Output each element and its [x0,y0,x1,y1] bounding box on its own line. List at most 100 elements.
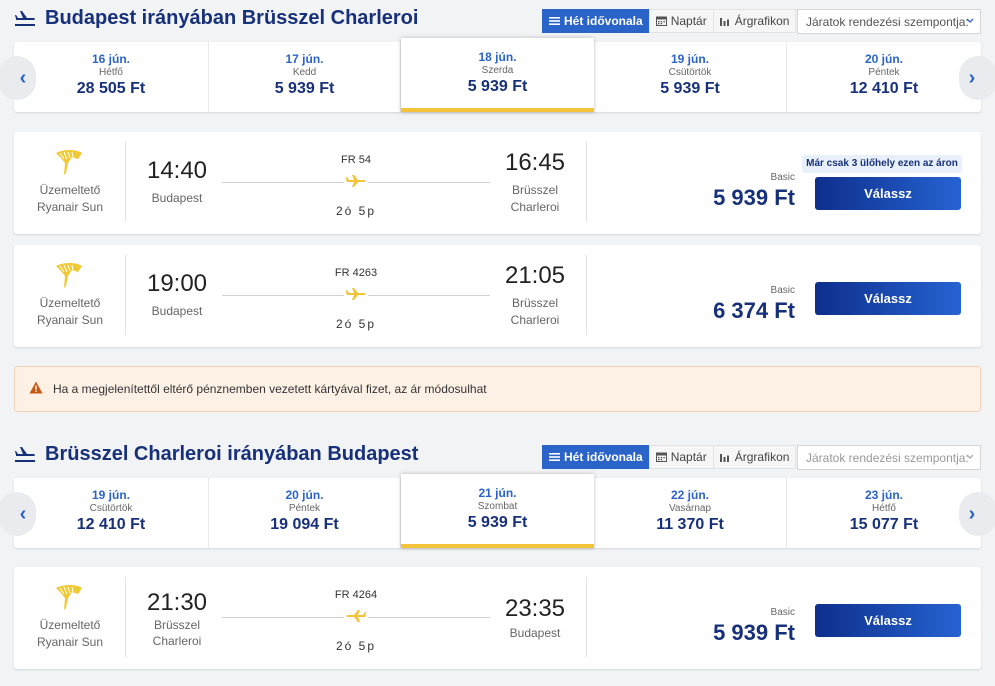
departure-time: 14:40 [146,157,208,184]
flight-price: 6 374 Ft [713,298,795,323]
weekday: Kedd [292,67,317,78]
currency-notice: Ha a megjelenítettől eltérő pénznemben v… [14,366,981,412]
view-tabs: Hét idővonala Naptár Árgrafikon [542,9,797,33]
operator-info: Üzemeltető Ryanair Sun [14,617,126,651]
tab-price-chart[interactable]: Árgrafikon [712,445,797,469]
date-cell-selected[interactable]: 21 jún. Szombat 5 939 Ft [401,474,594,548]
duration: 2ó 5p [335,204,377,218]
weekday: Csütörtök [668,67,712,78]
arrival-city: Brüsszel Charleroi [498,182,572,216]
flight-number: FR 54 [341,154,371,166]
date: 17 jún. [285,52,324,66]
return-header: Brüsszel Charleroi irányában Budapest Hé… [0,436,995,476]
date-cell[interactable]: 19 jún. Csütörtök 12 410 Ft [14,478,209,548]
arrow-left-icon[interactable]: ‹ [0,56,36,100]
divider [586,577,587,657]
ryanair-harp-logo [56,150,82,175]
operator-label: Üzemeltető [39,296,101,310]
date-cell[interactable]: 22 jún. Vasárnap 11 370 Ft [594,478,787,548]
departure-city: Budapest [151,191,203,205]
divider [586,142,587,222]
date-cell[interactable]: 20 jún. Péntek 12 410 Ft [787,42,981,112]
select-button[interactable]: Válassz [815,282,961,315]
price: 5 939 Ft [467,514,528,531]
arrow-right-icon[interactable]: › [959,492,995,536]
list-icon [549,453,560,461]
tab-week-timeline[interactable]: Hét idővonala [542,9,650,33]
plane-icon [344,609,368,625]
tab-label: Árgrafikon [734,14,790,28]
duration: 2ó 5p [335,639,377,653]
view-tabs: Hét idővonala Naptár Árgrafikon [542,445,797,469]
date-cell[interactable]: 23 jún. Hétfő 15 077 Ft [787,478,981,548]
date: 20 jún. [864,52,903,66]
date-cell[interactable]: 16 jún. Hétfő 28 505 Ft [14,42,209,112]
select-button[interactable]: Válassz [815,177,961,210]
flight-card: Üzemeltető Ryanair Sun 21:30 Brüsszel Ch… [14,567,981,669]
operator-label: Üzemeltető [39,618,101,632]
divider [125,577,126,657]
weekday: Hétfő [99,67,123,78]
bar-chart-icon [719,454,729,462]
date: 22 jún. [670,488,709,502]
tab-label: Naptár [670,450,707,464]
operator-name: Ryanair Sun [36,313,104,327]
tab-label: Naptár [670,14,707,28]
arrival-city-line: Brüsszel [511,183,558,197]
sort-placeholder: Járatok rendezési szempontja: [806,15,969,29]
chevron-down-icon [966,454,974,459]
flight-card: Üzemeltető Ryanair Sun 19:00 Budapest FR… [14,245,981,347]
price: 5 939 Ft [660,80,720,97]
sort-select[interactable]: Járatok rendezési szempontja: [797,445,981,470]
date-cell[interactable]: 20 jún. Péntek 19 094 Ft [209,478,401,548]
tab-price-chart[interactable]: Árgrafikon [712,9,797,33]
departure-city: Budapest [151,304,203,318]
tab-calendar[interactable]: Naptár [648,9,714,33]
price: 12 410 Ft [849,80,919,97]
sort-select[interactable]: Járatok rendezési szempontja: [797,9,981,34]
divider [125,255,126,335]
departure-city: Brüsszel Charleroi [141,617,213,649]
date: 16 jún. [91,52,130,66]
departure-time: 21:30 [146,589,208,616]
operator-info: Üzemeltető Ryanair Sun [14,182,126,216]
price: 12 410 Ft [76,516,146,533]
price: 15 077 Ft [849,516,919,533]
warning-icon [29,381,43,394]
notice-text: Ha a megjelenítettől eltérő pénznemben v… [53,382,487,396]
calendar-icon [655,452,667,462]
sort-placeholder: Járatok rendezési szempontja: [806,451,969,465]
flight-card: Üzemeltető Ryanair Sun 14:40 Budapest FR… [14,132,981,234]
arrow-right-icon[interactable]: › [959,56,995,100]
operator-name: Ryanair Sun [36,635,104,649]
price: 5 939 Ft [467,78,528,95]
date-cell[interactable]: 19 jún. Csütörtök 5 939 Ft [594,42,787,112]
date-cell[interactable]: 17 jún. Kedd 5 939 Ft [209,42,401,112]
flight-number: FR 4264 [334,589,378,601]
date: 23 jún. [864,488,903,502]
plane-icon [344,174,368,190]
date: 20 jún. [285,488,324,502]
bar-chart-icon [719,18,729,26]
fare-type: Basic [770,607,795,618]
list-icon [549,17,560,25]
weekday: Vasárnap [668,503,712,514]
select-button[interactable]: Válassz [815,604,961,637]
arrival-time: 23:35 [504,595,566,622]
divider [586,255,587,335]
tab-week-timeline[interactable]: Hét idővonala [542,445,650,469]
price: 28 505 Ft [76,80,146,97]
flight-price: 5 939 Ft [713,620,795,645]
tab-calendar[interactable]: Naptár [648,445,714,469]
date: 21 jún. [478,486,517,500]
weekday: Péntek [868,67,900,78]
fare-type: Basic [770,285,795,296]
arrival-city-line: Charleroi [510,313,560,327]
arrow-left-icon[interactable]: ‹ [0,492,36,536]
weekday: Csütörtök [89,503,133,514]
date-cell-selected[interactable]: 18 jún. Szerda 5 939 Ft [401,38,594,112]
divider [125,142,126,222]
date-strip: ‹ 16 jún. Hétfő 28 505 Ft 17 jún. Kedd 5… [0,38,995,112]
price: 19 094 Ft [270,516,339,533]
date: 19 jún. [670,52,709,66]
